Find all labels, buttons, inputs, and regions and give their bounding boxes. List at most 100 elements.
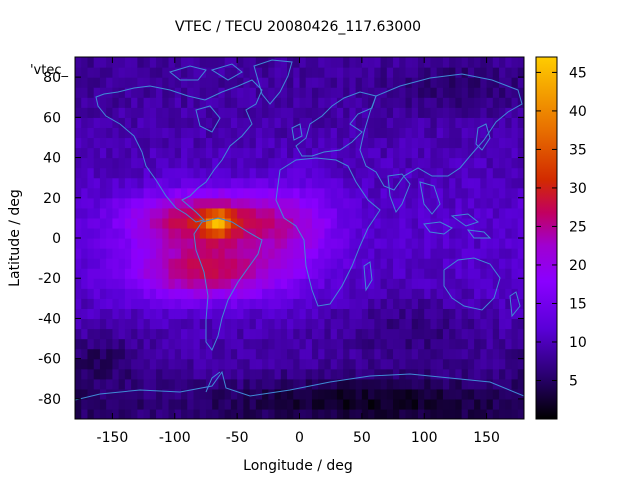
- heatmap-cell: [230, 258, 238, 269]
- heatmap-cell: [417, 127, 425, 139]
- heatmap-cell: [361, 57, 369, 68]
- heatmap-cell: [355, 378, 363, 390]
- heatmap-cell: [75, 268, 82, 279]
- heatmap-cell: [274, 137, 282, 149]
- heatmap-cell: [112, 408, 120, 419]
- heatmap-cell: [75, 127, 82, 139]
- heatmap-cell: [124, 57, 132, 68]
- heatmap-cell: [106, 398, 114, 410]
- heatmap-cell: [293, 268, 301, 279]
- heatmap-cell: [255, 368, 263, 380]
- heatmap-cell: [343, 368, 350, 380]
- heatmap-cell: [517, 318, 524, 330]
- heatmap-cell: [355, 147, 363, 159]
- heatmap-cell: [81, 227, 89, 239]
- heatmap-cell: [324, 147, 332, 159]
- heatmap-cell: [75, 388, 82, 400]
- heatmap-cell: [224, 328, 232, 340]
- heatmap-cell: [486, 298, 494, 309]
- heatmap-cell: [112, 328, 120, 340]
- heatmap-cell: [193, 117, 201, 128]
- heatmap-cell: [411, 348, 419, 360]
- heatmap-cell: [436, 368, 444, 380]
- heatmap-cell: [430, 87, 438, 98]
- heatmap-cell: [93, 137, 101, 149]
- heatmap-cell: [349, 217, 357, 229]
- heatmap-cell: [75, 348, 82, 360]
- heatmap-cell: [293, 328, 301, 340]
- heatmap-cell: [411, 328, 419, 340]
- heatmap-cell: [318, 338, 326, 350]
- heatmap-cell: [355, 57, 363, 68]
- heatmap-cell: [187, 408, 195, 419]
- heatmap-cell: [480, 348, 488, 360]
- heatmap-cell: [368, 298, 375, 309]
- heatmap-cell: [336, 97, 344, 108]
- heatmap-cell: [486, 147, 494, 159]
- heatmap-cell: [299, 147, 307, 159]
- heatmap-cell: [311, 378, 319, 390]
- heatmap-cell: [249, 288, 257, 299]
- heatmap-cell: [237, 197, 244, 209]
- heatmap-cell: [311, 278, 319, 289]
- heatmap-cell: [436, 328, 444, 340]
- heatmap-cell: [343, 388, 350, 400]
- heatmap-cell: [112, 67, 120, 78]
- heatmap-cell: [81, 408, 89, 419]
- heatmap-cell: [436, 408, 444, 419]
- heatmap-cell: [230, 278, 238, 289]
- heatmap-cell: [199, 318, 207, 330]
- heatmap-cell: [330, 298, 338, 309]
- heatmap-cell: [368, 187, 375, 199]
- heatmap-cell: [118, 127, 126, 139]
- heatmap-cell: [243, 358, 251, 370]
- heatmap-cell: [374, 97, 382, 108]
- heatmap-cell: [517, 147, 524, 159]
- heatmap-cell: [168, 258, 176, 269]
- heatmap-cell: [499, 87, 506, 98]
- heatmap-cell: [205, 87, 213, 98]
- heatmap-cell: [405, 238, 413, 249]
- heatmap-cell: [218, 248, 226, 259]
- heatmap-cell: [442, 378, 450, 390]
- heatmap-cell: [324, 207, 332, 219]
- heatmap-cell: [517, 408, 524, 419]
- heatmap-cell: [224, 298, 232, 309]
- heatmap-cell: [124, 207, 132, 219]
- heatmap-cell: [118, 87, 126, 98]
- heatmap-cell: [124, 258, 132, 269]
- heatmap-cell: [467, 137, 475, 149]
- heatmap-cell: [230, 358, 238, 370]
- heatmap-cell: [467, 167, 475, 179]
- heatmap-cell: [168, 87, 176, 98]
- heatmap-cell: [499, 348, 506, 360]
- heatmap-cell: [131, 258, 138, 269]
- heatmap-cell: [399, 328, 407, 340]
- heatmap-cell: [280, 157, 288, 169]
- heatmap-cell: [374, 227, 382, 239]
- heatmap-cell: [149, 378, 157, 390]
- heatmap-cell: [230, 77, 238, 88]
- heatmap-cell: [156, 207, 163, 219]
- heatmap-cell: [330, 147, 338, 159]
- heatmap-cell: [467, 67, 475, 78]
- heatmap-cell: [199, 57, 207, 68]
- heatmap-cell: [299, 268, 307, 279]
- heatmap-cell: [399, 388, 407, 400]
- heatmap-cell: [430, 177, 438, 189]
- heatmap-cell: [393, 167, 400, 179]
- heatmap-cell: [311, 368, 319, 380]
- heatmap-cell: [455, 378, 463, 390]
- heatmap-cell: [336, 288, 344, 299]
- heatmap-cell: [93, 328, 101, 340]
- heatmap-cell: [75, 197, 82, 209]
- heatmap-cell: [467, 238, 475, 249]
- heatmap-cell: [361, 318, 369, 330]
- heatmap-cell: [386, 308, 394, 320]
- heatmap-cell: [287, 358, 294, 370]
- heatmap-cell: [461, 398, 469, 410]
- heatmap-cell: [255, 207, 263, 219]
- heatmap-cell: [112, 318, 120, 330]
- heatmap-cell: [118, 197, 126, 209]
- heatmap-cell: [442, 268, 450, 279]
